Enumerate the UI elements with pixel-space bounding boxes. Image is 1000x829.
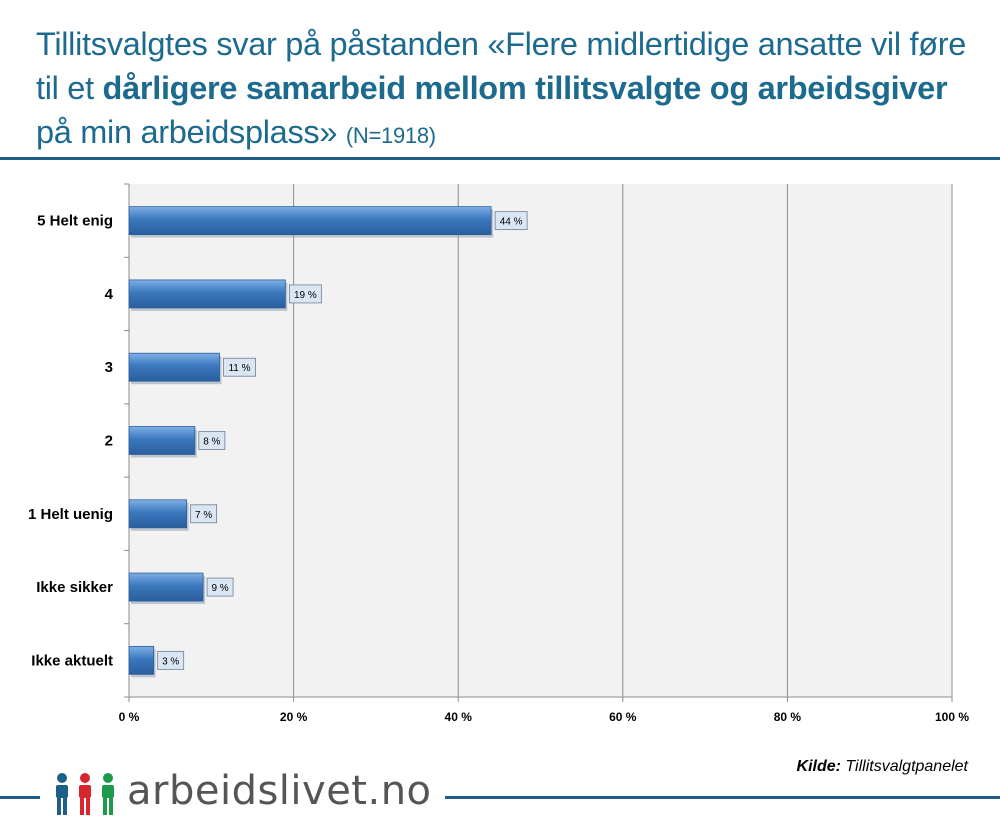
title-part2: på min arbeidsplass» bbox=[36, 114, 346, 150]
title-bold: dårligere samarbeid mellom tillitsvalgte… bbox=[102, 70, 948, 106]
source-text: Tillitsvalgtpanelet bbox=[840, 758, 968, 775]
category-label: Ikke sikker bbox=[36, 579, 113, 596]
x-tick-label: 60 % bbox=[609, 710, 637, 724]
data-label: 19 % bbox=[294, 290, 317, 301]
data-label-box bbox=[206, 577, 234, 597]
data-label: 44 % bbox=[500, 217, 523, 228]
title-part1: Tillitsvalgtes svar på påstanden «Flere … bbox=[36, 26, 967, 106]
footer: arbeidslivet.no bbox=[0, 760, 1000, 820]
category-label: 5 Helt enig bbox=[37, 213, 113, 230]
bar bbox=[128, 206, 492, 236]
category-label: 4 bbox=[105, 286, 114, 303]
data-label: 9 % bbox=[211, 583, 228, 594]
logo-text: arbeidslivet.no bbox=[127, 768, 432, 814]
source-note: Kilde: Tillitsvalgtpanelet bbox=[797, 758, 968, 776]
category-label: 3 bbox=[105, 359, 113, 376]
source-label: Kilde: bbox=[796, 758, 841, 775]
data-label-box bbox=[288, 284, 322, 304]
chart-title: Tillitsvalgtes svar på påstanden «Flere … bbox=[36, 22, 986, 158]
people-icon bbox=[56, 773, 114, 815]
x-tick-label: 0 % bbox=[119, 710, 140, 724]
data-label-box bbox=[157, 650, 185, 670]
data-label: 11 % bbox=[228, 363, 250, 374]
category-label: Ikke aktuelt bbox=[31, 652, 113, 669]
x-tick-label: 20 % bbox=[280, 710, 308, 724]
data-label: 3 % bbox=[162, 656, 179, 667]
x-tick-label: 40 % bbox=[445, 710, 473, 724]
title-divider bbox=[0, 157, 1000, 160]
x-tick-label: 100 % bbox=[935, 710, 969, 724]
bar-chart: 0 % 20 % 40 % 60 % 80 % 100 % 5 Helt enig 44 % 4… bbox=[28, 183, 969, 724]
sample-size: (N=1918) bbox=[345, 123, 436, 148]
footer-line-right bbox=[445, 796, 1000, 799]
data-label-box bbox=[190, 504, 218, 524]
bar bbox=[128, 426, 196, 455]
data-label-box bbox=[494, 211, 528, 231]
footer-line-left bbox=[0, 796, 40, 799]
data-label-box bbox=[198, 431, 226, 450]
category-label: 1 Helt uenig bbox=[28, 506, 113, 523]
bar bbox=[128, 645, 155, 675]
bar bbox=[128, 279, 286, 309]
data-label: 7 % bbox=[195, 510, 212, 521]
category-label: 2 bbox=[105, 433, 113, 450]
data-label-box bbox=[223, 357, 256, 377]
plot-area bbox=[129, 184, 952, 697]
data-label: 8 % bbox=[203, 437, 220, 448]
bar bbox=[128, 572, 204, 602]
bar bbox=[128, 499, 188, 529]
bar bbox=[128, 352, 220, 382]
x-tick-label: 80 % bbox=[774, 710, 802, 724]
